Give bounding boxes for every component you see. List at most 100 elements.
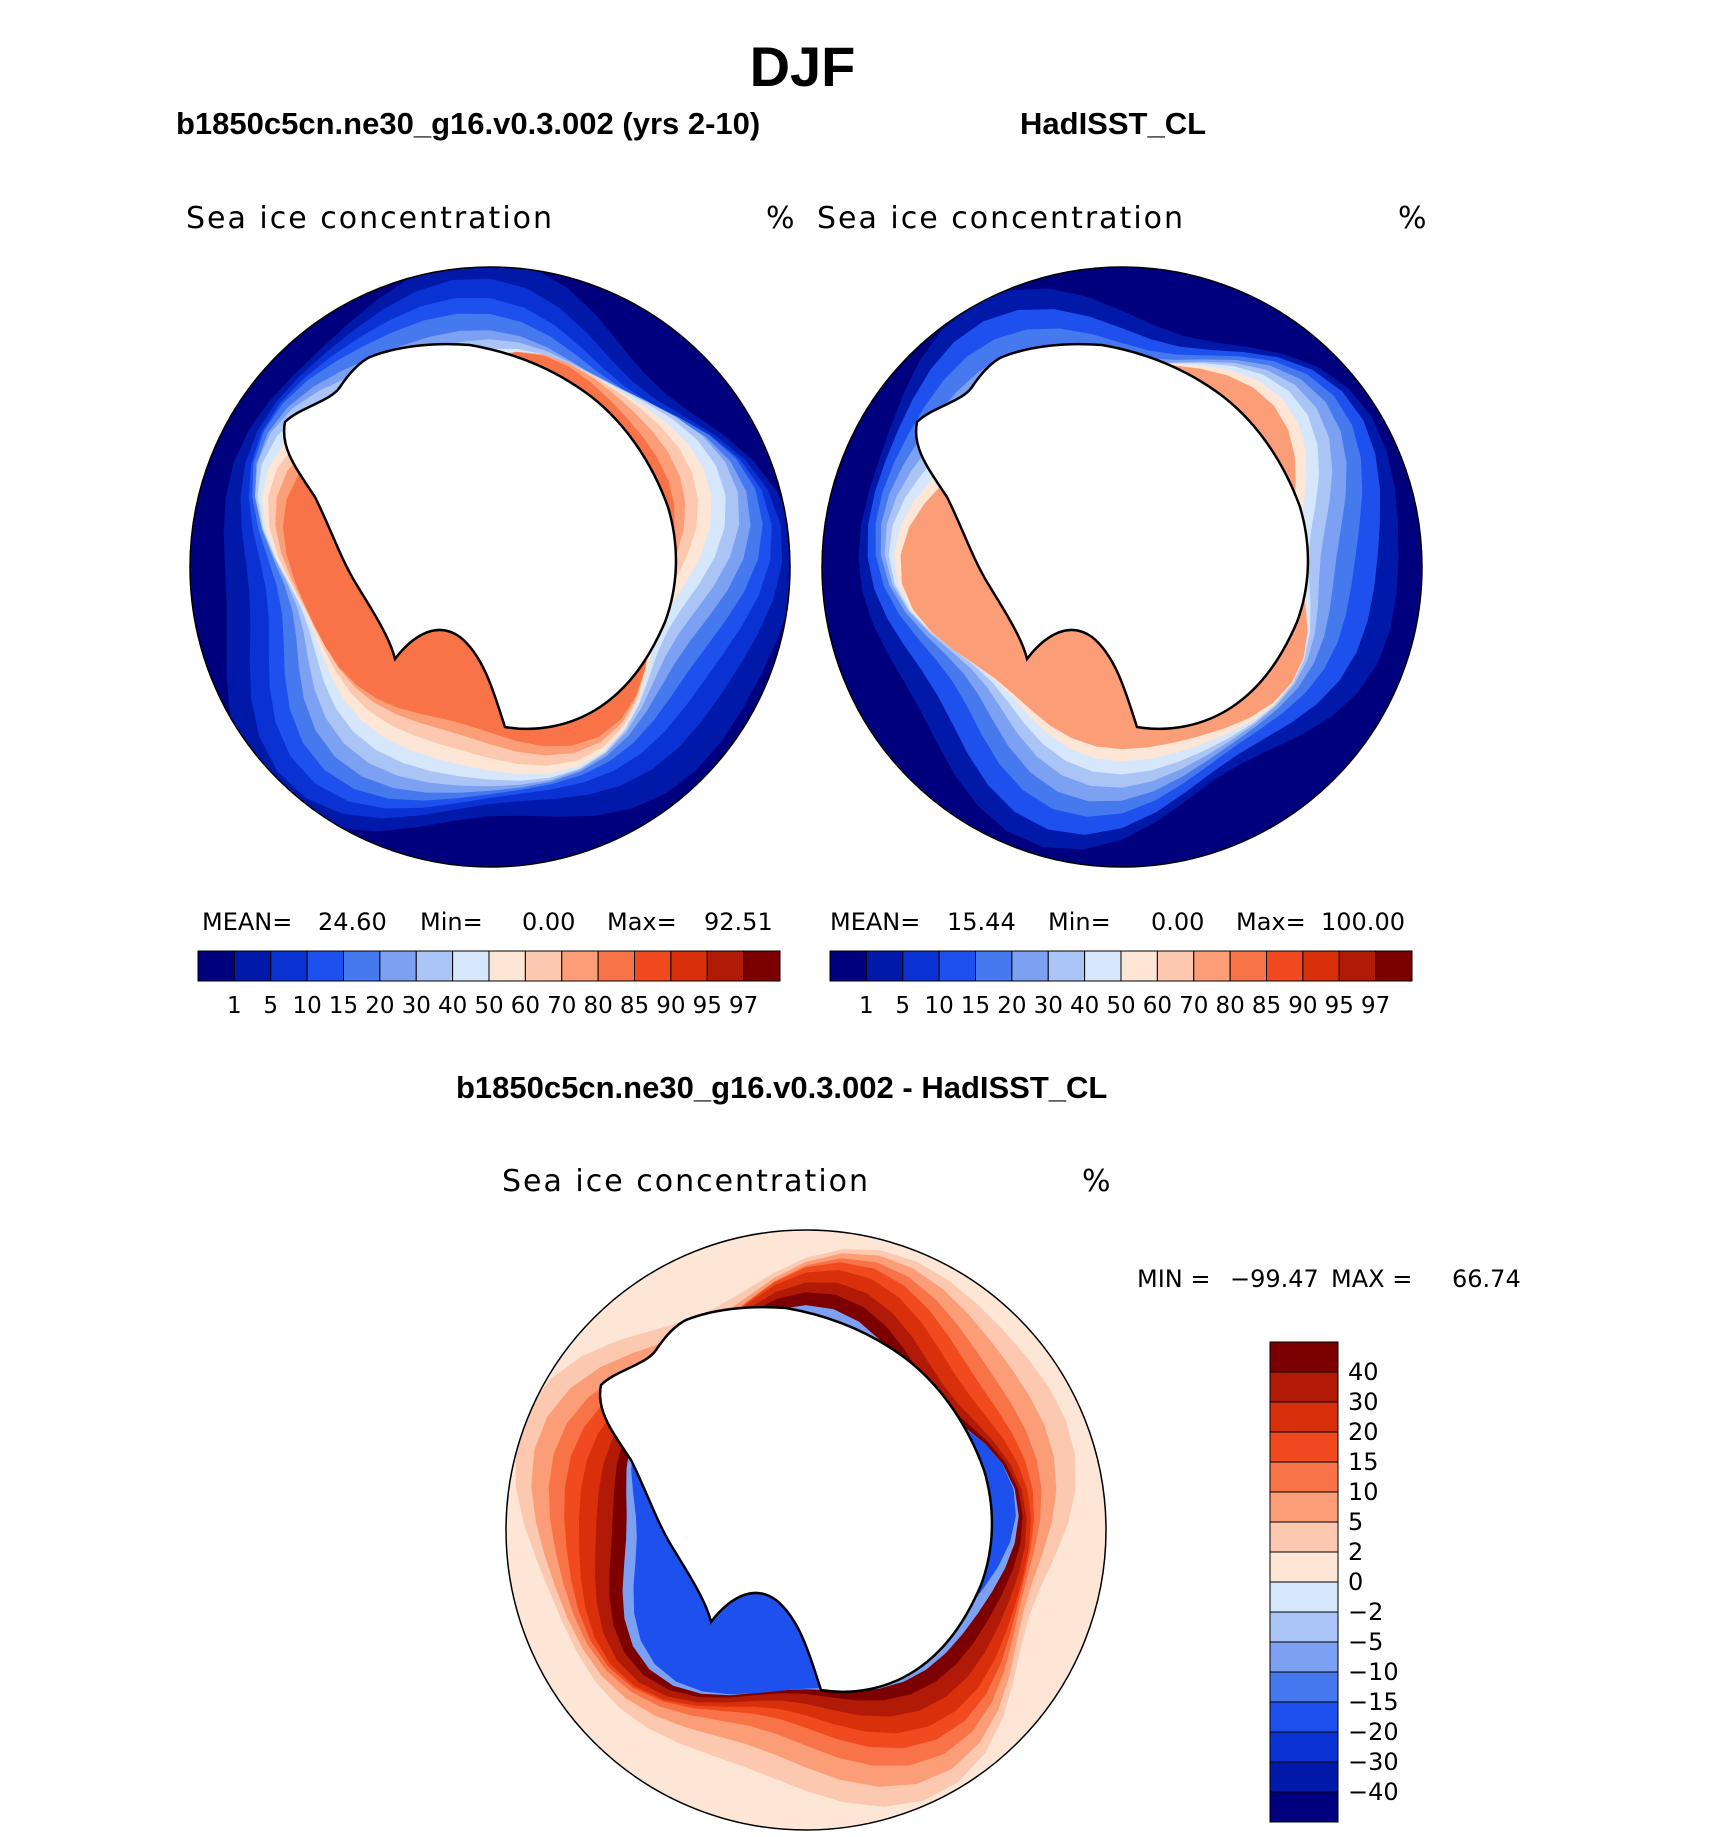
colorbar-tick-label: 30 (1348, 1388, 1379, 1416)
colorbar-swatch (975, 950, 1013, 982)
colorbar-swatch (1269, 1551, 1339, 1583)
colorbar-swatch (938, 950, 976, 982)
colorbar-tick-label: 97 (1361, 993, 1390, 1019)
panel-1-variable: Sea ice concentration (186, 201, 555, 236)
antarctica-coastline (914, 342, 1310, 731)
colorbar-swatch (1084, 950, 1122, 982)
colorbar-swatch (1269, 1641, 1339, 1673)
colorbar-swatch (1269, 1791, 1339, 1823)
colorbar-swatch (1229, 950, 1267, 982)
colorbar-tick-label: 70 (1179, 993, 1208, 1019)
colorbar-tick-label: 40 (1348, 1358, 1379, 1386)
colorbar-tick-label: 80 (583, 993, 612, 1019)
colorbar-tick-label: −30 (1348, 1748, 1399, 1776)
colorbar-swatch (1338, 950, 1377, 982)
colorbar-swatch (1269, 1671, 1339, 1703)
panel-2-min-label: Min= (1048, 908, 1111, 936)
colorbar-swatch (1120, 950, 1158, 982)
colorbar-tick-label: 40 (1070, 993, 1099, 1019)
colorbar-tick-label: 80 (1215, 993, 1244, 1019)
panel-3-min-value: −99.47 (1230, 1265, 1319, 1293)
colorbar-swatch (270, 950, 308, 982)
colorbar-swatch (1302, 950, 1340, 982)
colorbar-tick-label: 15 (329, 993, 358, 1019)
colorbar-tick-label: 10 (292, 993, 321, 1019)
colorbar-tick-label: 60 (1143, 993, 1172, 1019)
colorbar-tick-label: 1 (859, 993, 874, 1019)
colorbar-swatch (1156, 950, 1195, 982)
colorbar-swatch (1193, 950, 1231, 982)
colorbar-tick-label: 90 (656, 993, 685, 1019)
colorbar-swatch (1269, 1371, 1339, 1403)
figure-title: DJF (749, 35, 856, 98)
colorbar-tick-label: 40 (438, 993, 467, 1019)
colorbar-swatch (561, 950, 599, 982)
panel-2-title: HadISST_CL (1020, 106, 1207, 141)
colorbar-swatch (343, 950, 381, 982)
map-boundary (821, 266, 1423, 868)
colorbar-tick-label: 90 (1288, 993, 1317, 1019)
colorbar-swatch (1266, 950, 1304, 982)
colorbar-tick-label: 60 (511, 993, 540, 1019)
colorbar-swatch (829, 950, 867, 982)
colorbar-swatch (233, 950, 272, 982)
map-boundary (505, 1229, 1107, 1831)
panel-3-units: % (1082, 1164, 1111, 1199)
colorbar-tick-label: 10 (1348, 1478, 1379, 1506)
antarctica-coastline (598, 1305, 994, 1694)
panel-1-units: % (766, 201, 795, 236)
colorbar-tick-label: −10 (1348, 1658, 1399, 1686)
colorbar-tick-label: 10 (924, 993, 953, 1019)
colorbar-swatch (1269, 1401, 1339, 1433)
colorbar-tick-label: 0 (1348, 1568, 1363, 1596)
panel-3-max-value: 66.74 (1452, 1265, 1521, 1293)
colorbar-tick-label: −5 (1348, 1628, 1383, 1656)
colorbar-swatch (1269, 1521, 1339, 1553)
colorbar-swatch (524, 950, 563, 982)
colorbar-swatch (597, 950, 635, 982)
colorbar-swatch (197, 950, 235, 982)
colorbar-swatch (1269, 1431, 1339, 1463)
colorbar-tick-label: 5 (895, 993, 910, 1019)
antarctica-coastline (282, 342, 678, 731)
colorbar-swatch (452, 950, 490, 982)
map-panel-1 (189, 266, 791, 868)
map-panel-2 (821, 266, 1423, 868)
map-panel-3 (505, 1229, 1107, 1831)
colorbar-tick-label: −40 (1348, 1778, 1399, 1806)
panel-3-title: b1850c5cn.ne30_g16.v0.3.002 - HadISST_CL (456, 1070, 1108, 1105)
colorbar-swatch (379, 950, 417, 982)
panel-1-min-label: Min= (420, 908, 483, 936)
panel-2-min-value: 0.00 (1151, 908, 1205, 936)
panel-2-max-label: Max= (1236, 908, 1306, 936)
colorbar-swatch (743, 950, 781, 982)
colorbar-tick-label: −2 (1348, 1598, 1383, 1626)
colorbar-tick-label: 95 (693, 993, 722, 1019)
colorbar-tick-label: 20 (365, 993, 394, 1019)
colorbar-tick-label: 2 (1348, 1538, 1363, 1566)
panel-2-mean-value: 15.44 (947, 908, 1016, 936)
colorbar-swatch (1269, 1761, 1339, 1793)
panel-1-max-value: 92.51 (704, 908, 773, 936)
colorbar-panel-1: 1 5 10 15 20 30 40 50 60 70 80 85 90 95 97 (197, 950, 781, 1019)
map-boundary (189, 266, 791, 868)
colorbar-swatch (670, 950, 708, 982)
colorbar-tick-label: 30 (1034, 993, 1063, 1019)
colorbar-swatch (706, 950, 745, 982)
colorbar-tick-label: 50 (474, 993, 503, 1019)
panel-1-max-label: Max= (607, 908, 677, 936)
colorbar-swatch (634, 950, 672, 982)
panel-2-mean-label: MEAN= (830, 908, 921, 936)
colorbar-tick-label: 20 (1348, 1418, 1379, 1446)
colorbar-panel-2: 1 5 10 15 20 30 40 50 60 70 80 85 90 95 97 (829, 950, 1413, 1019)
colorbar-tick-label: 85 (620, 993, 649, 1019)
panel-3-variable: Sea ice concentration (502, 1164, 871, 1199)
colorbar-swatch (306, 950, 344, 982)
panel-3-max-label: MAX = (1331, 1265, 1413, 1293)
colorbar-swatch (1011, 950, 1049, 982)
panel-1-mean-value: 24.60 (318, 908, 387, 936)
colorbar-swatch (1269, 1701, 1339, 1733)
colorbar-swatch (1269, 1491, 1339, 1523)
